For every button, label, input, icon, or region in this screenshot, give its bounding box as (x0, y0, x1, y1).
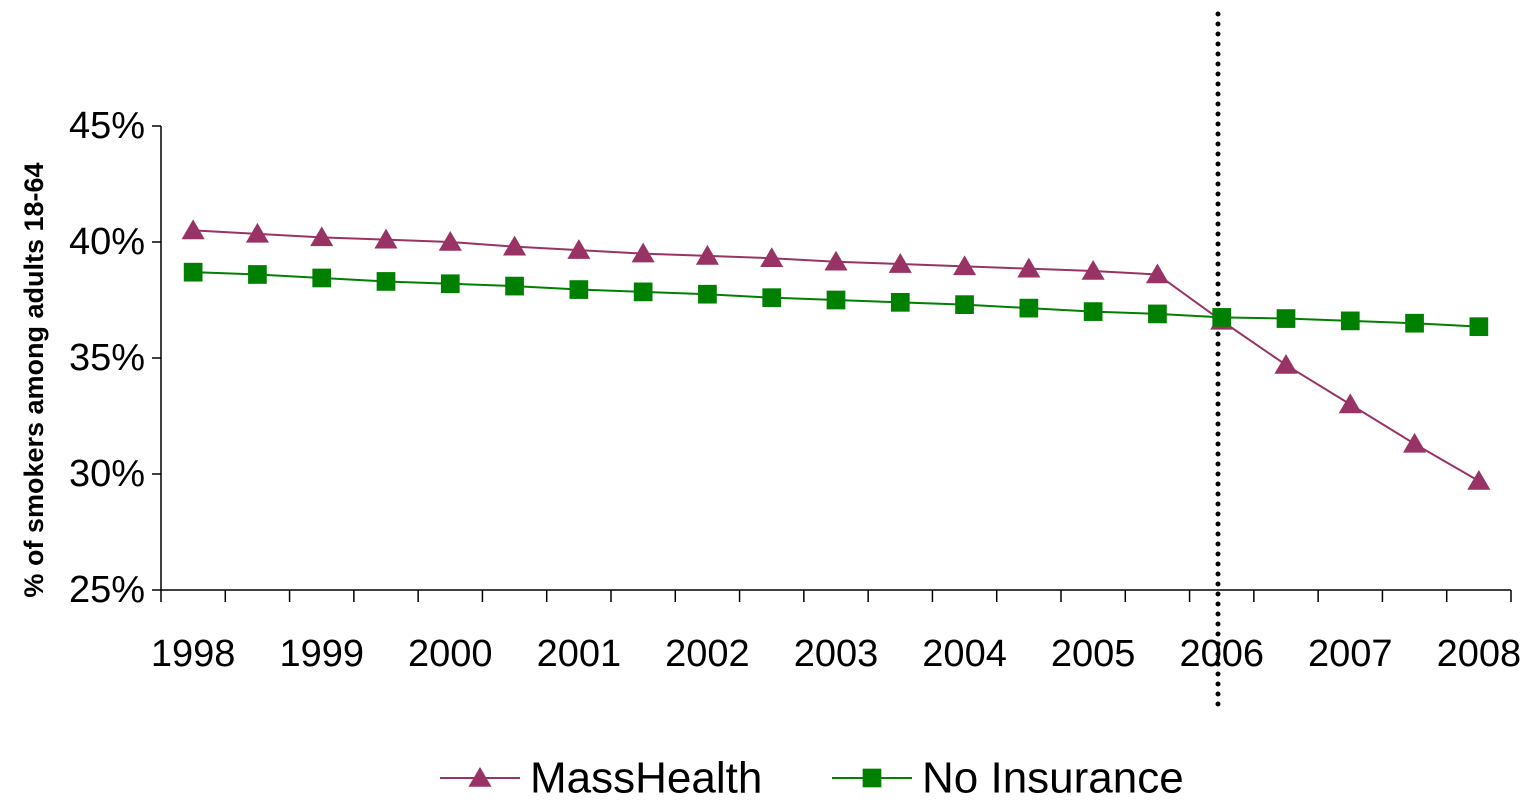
x-tick-label: 1999 (279, 633, 364, 675)
x-tick-label: 2001 (537, 633, 622, 675)
data-point (505, 276, 524, 296)
x-tick-label: 2000 (408, 633, 493, 675)
data-point (567, 239, 591, 259)
data-point (760, 247, 784, 268)
data-point (1469, 317, 1489, 337)
data-point (1017, 257, 1041, 278)
data-point (312, 268, 332, 288)
data-point (374, 228, 398, 249)
data-point (1338, 393, 1362, 414)
data-point (695, 244, 719, 265)
y-axis-title: % of smokers among adults 18-64 (19, 162, 49, 597)
data-point (245, 222, 269, 243)
data-point (890, 292, 910, 312)
x-tick-label: 2008 (1437, 633, 1522, 675)
y-tick-label: 45% (69, 105, 145, 147)
data-point (1081, 260, 1105, 280)
x-tick-label: 2006 (1179, 633, 1264, 675)
data-point (181, 219, 205, 240)
data-point (1274, 353, 1298, 374)
data-point (953, 255, 977, 276)
data-point (376, 272, 396, 291)
data-point (955, 295, 974, 314)
data-point (1019, 298, 1039, 318)
y-tick-label: 35% (69, 337, 145, 379)
data-point (1083, 302, 1103, 321)
x-tick-label: 2003 (794, 633, 879, 675)
legend-marker (862, 768, 882, 788)
x-tick-label: 2007 (1308, 633, 1393, 675)
data-point (1340, 311, 1360, 331)
data-point (569, 280, 589, 299)
data-point (888, 253, 912, 273)
x-tick-label: 1998 (151, 633, 236, 675)
x-tick-label: 2002 (665, 633, 750, 675)
data-point (633, 282, 653, 302)
legend-label: MassHealth (530, 754, 762, 803)
legend-marker (468, 767, 492, 787)
data-point (631, 242, 655, 263)
data-point (1276, 309, 1296, 328)
data-point (310, 226, 334, 247)
data-point (1212, 308, 1232, 327)
data-point (438, 231, 462, 251)
data-point (826, 290, 846, 310)
data-point (183, 262, 203, 282)
data-point (440, 274, 460, 294)
data-point (248, 265, 267, 284)
data-point (1405, 313, 1424, 333)
legend-label: No Insurance (922, 754, 1184, 803)
data-point (1148, 304, 1167, 324)
data-point (1145, 263, 1169, 284)
x-tick-label: 2004 (922, 633, 1007, 675)
x-tick-label: 2005 (1051, 633, 1136, 675)
data-point (698, 284, 717, 304)
y-tick-label: 25% (69, 569, 145, 611)
data-point (762, 288, 782, 308)
data-point (1467, 469, 1491, 490)
y-tick-label: 40% (69, 221, 145, 263)
data-point (824, 250, 848, 271)
data-point (1403, 432, 1427, 453)
data-point (503, 235, 527, 256)
y-tick-label: 30% (69, 453, 145, 495)
